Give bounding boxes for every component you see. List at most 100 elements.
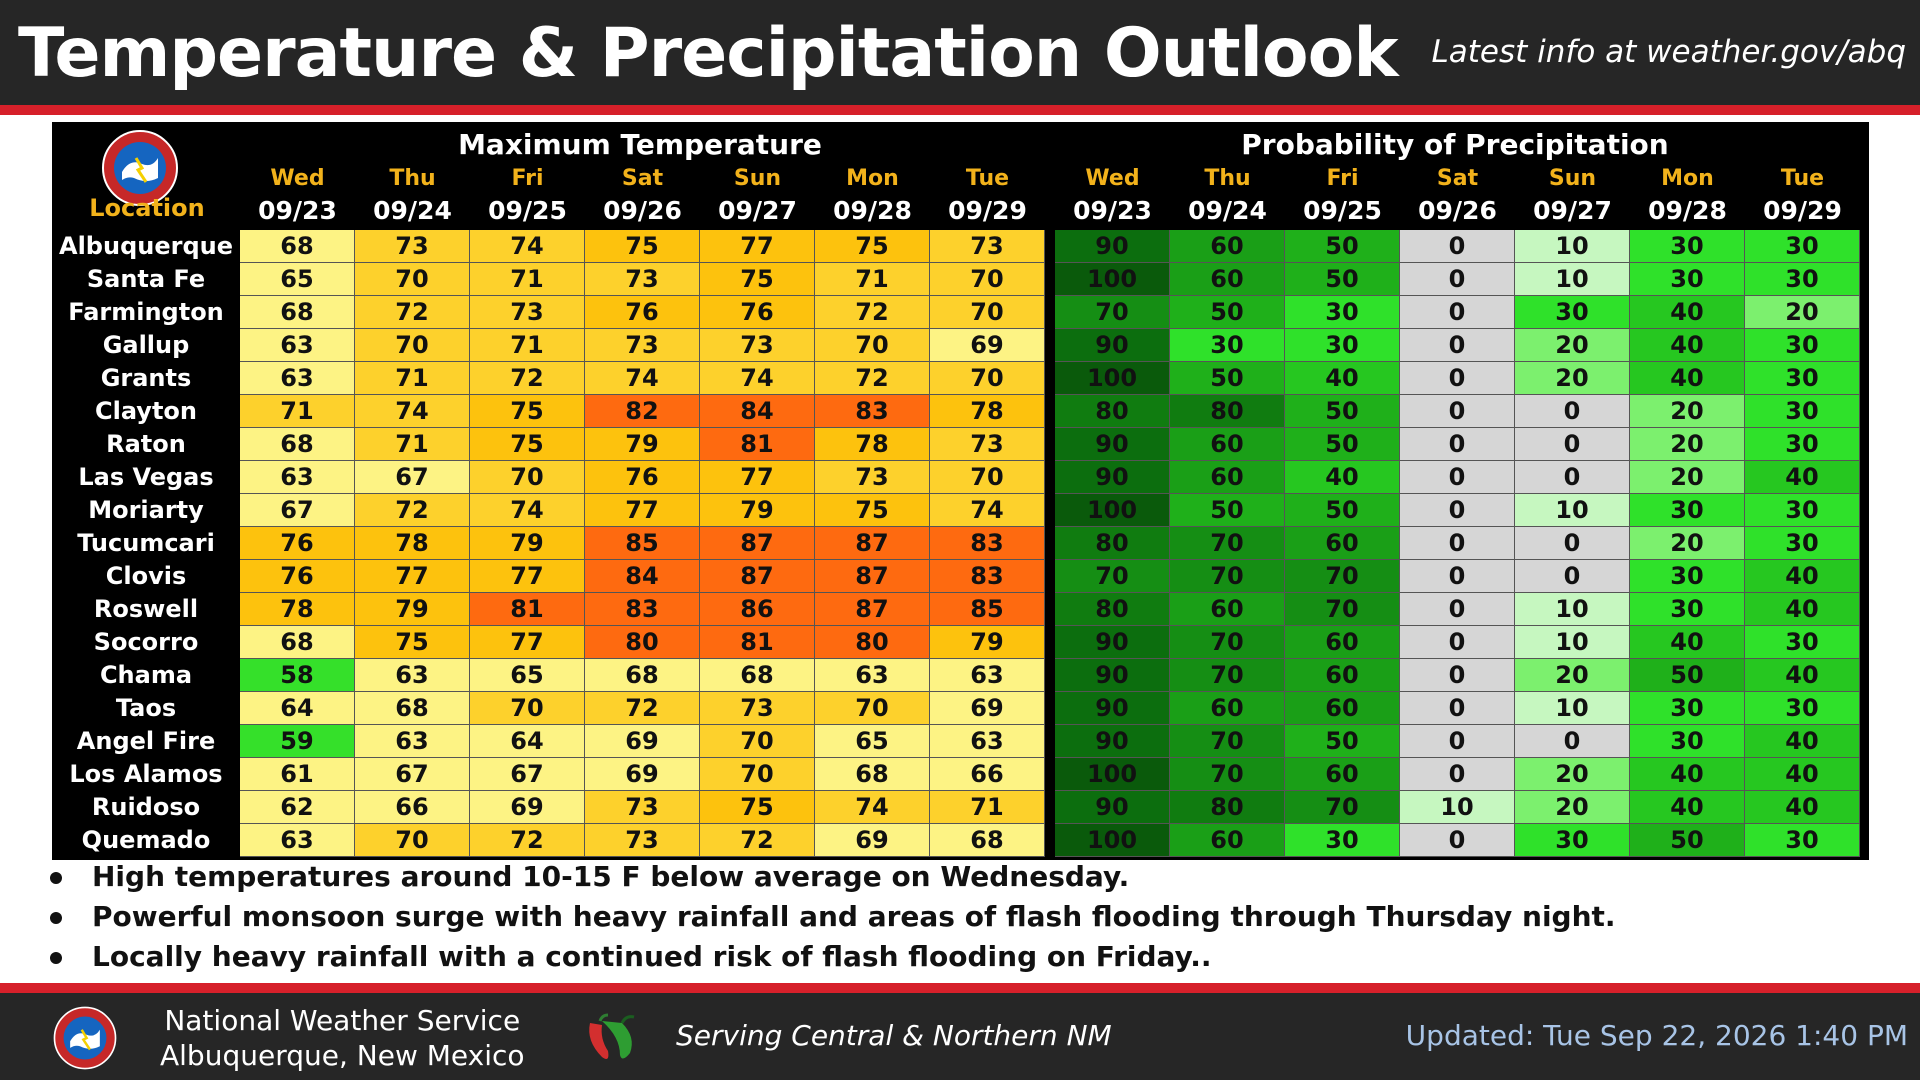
location-header: Location — [89, 194, 205, 222]
pop-cell: 0 — [1400, 593, 1515, 626]
pop-cell: 70 — [1170, 626, 1285, 659]
temp-cell: 71 — [470, 329, 585, 362]
temp-date-header: 09/28 — [833, 196, 912, 225]
temp-cell: 64 — [240, 692, 355, 725]
pop-cell: 20 — [1515, 329, 1630, 362]
location-label: Taos — [115, 694, 177, 722]
temp-cell: 63 — [355, 659, 470, 692]
temp-cell: 86 — [700, 593, 815, 626]
pop-cell: 30 — [1515, 296, 1630, 329]
temp-cell: 77 — [700, 461, 815, 494]
pop-cell: 30 — [1630, 593, 1745, 626]
header-bar: Temperature & Precipitation Outlook Late… — [0, 0, 1920, 105]
temp-cell: 83 — [930, 560, 1045, 593]
temp-cell: 72 — [355, 296, 470, 329]
pop-cell: 30 — [1745, 329, 1860, 362]
pop-cell: 30 — [1745, 263, 1860, 296]
temp-cell: 73 — [700, 692, 815, 725]
temp-cell: 68 — [585, 659, 700, 692]
temp-cell: 74 — [585, 362, 700, 395]
temp-cell: 67 — [355, 461, 470, 494]
temp-cell: 63 — [240, 362, 355, 395]
pop-cell: 30 — [1745, 692, 1860, 725]
pop-cell: 100 — [1055, 824, 1170, 857]
pop-cell: 50 — [1285, 494, 1400, 527]
temp-cell: 69 — [585, 758, 700, 791]
pop-cell: 0 — [1400, 329, 1515, 362]
pop-cell: 30 — [1745, 626, 1860, 659]
temp-cell: 79 — [355, 593, 470, 626]
temp-date-header: 09/25 — [488, 196, 567, 225]
pop-cell: 90 — [1055, 791, 1170, 824]
pop-cell: 40 — [1745, 560, 1860, 593]
location-label: Albuquerque — [59, 232, 233, 260]
temp-day-header: Wed — [270, 166, 325, 191]
temp-cell: 70 — [470, 461, 585, 494]
temp-cell: 71 — [355, 362, 470, 395]
temp-cell: 65 — [815, 725, 930, 758]
temp-date-header: 09/24 — [373, 196, 452, 225]
pop-cell: 0 — [1400, 626, 1515, 659]
temp-cell: 71 — [470, 263, 585, 296]
pop-cell: 90 — [1055, 329, 1170, 362]
pop-cell: 80 — [1055, 593, 1170, 626]
temp-cell: 70 — [930, 296, 1045, 329]
temp-cell: 61 — [240, 758, 355, 791]
location-label: Roswell — [93, 595, 199, 623]
pop-cell: 80 — [1055, 395, 1170, 428]
temp-cell: 87 — [815, 593, 930, 626]
location-label: Chama — [99, 661, 193, 689]
location-label: Socorro — [93, 628, 199, 656]
info-link[interactable]: Latest info at weather.gov/abq — [1431, 34, 1907, 70]
pop-cell: 40 — [1285, 461, 1400, 494]
pop-cell: 70 — [1170, 659, 1285, 692]
pop-cell: 30 — [1515, 824, 1630, 857]
temp-cell: 58 — [240, 659, 355, 692]
location-label: Los Alamos — [69, 760, 223, 788]
pop-cell: 20 — [1515, 758, 1630, 791]
temp-cell: 73 — [930, 230, 1045, 263]
pop-cell: 40 — [1630, 296, 1745, 329]
temp-cell: 81 — [700, 428, 815, 461]
temp-cell: 75 — [355, 626, 470, 659]
temp-cell: 72 — [815, 362, 930, 395]
temp-cell: 62 — [240, 791, 355, 824]
pop-date-header: 09/23 — [1073, 196, 1152, 225]
temp-cell: 83 — [585, 593, 700, 626]
pop-cell: 0 — [1400, 659, 1515, 692]
footer-bar: National Weather Service Albuquerque, Ne… — [0, 993, 1920, 1080]
temp-cell: 74 — [930, 494, 1045, 527]
temp-cell: 70 — [470, 692, 585, 725]
pop-cell: 50 — [1630, 659, 1745, 692]
pop-cell: 90 — [1055, 230, 1170, 263]
location-label: Angel Fire — [76, 727, 216, 755]
pop-cell: 40 — [1630, 758, 1745, 791]
max-temp-title: Maximum Temperature — [458, 128, 822, 161]
temp-cell: 87 — [700, 560, 815, 593]
temp-cell: 84 — [585, 560, 700, 593]
summary-bullet: High temperatures around 10-15 F below a… — [50, 860, 1129, 893]
pop-cell: 30 — [1630, 263, 1745, 296]
temp-date-header: 09/23 — [258, 196, 337, 225]
pop-cell: 20 — [1630, 461, 1745, 494]
temp-cell: 87 — [815, 560, 930, 593]
temp-day-header: Sat — [621, 166, 664, 191]
pop-cell: 20 — [1630, 428, 1745, 461]
temp-cell: 85 — [585, 527, 700, 560]
pop-cell: 0 — [1400, 560, 1515, 593]
pop-cell: 30 — [1745, 824, 1860, 857]
pop-cell: 50 — [1170, 362, 1285, 395]
pop-cell: 30 — [1285, 296, 1400, 329]
pop-cell: 70 — [1170, 560, 1285, 593]
pop-cell: 20 — [1515, 791, 1630, 824]
temp-cell: 66 — [355, 791, 470, 824]
temp-cell: 65 — [240, 263, 355, 296]
pop-cell: 0 — [1515, 725, 1630, 758]
pop-cell: 30 — [1630, 560, 1745, 593]
temp-cell: 70 — [355, 263, 470, 296]
pop-cell: 40 — [1745, 593, 1860, 626]
temp-cell: 59 — [240, 725, 355, 758]
pop-cell: 40 — [1745, 758, 1860, 791]
pop-cell: 70 — [1285, 560, 1400, 593]
pop-cell: 30 — [1630, 494, 1745, 527]
